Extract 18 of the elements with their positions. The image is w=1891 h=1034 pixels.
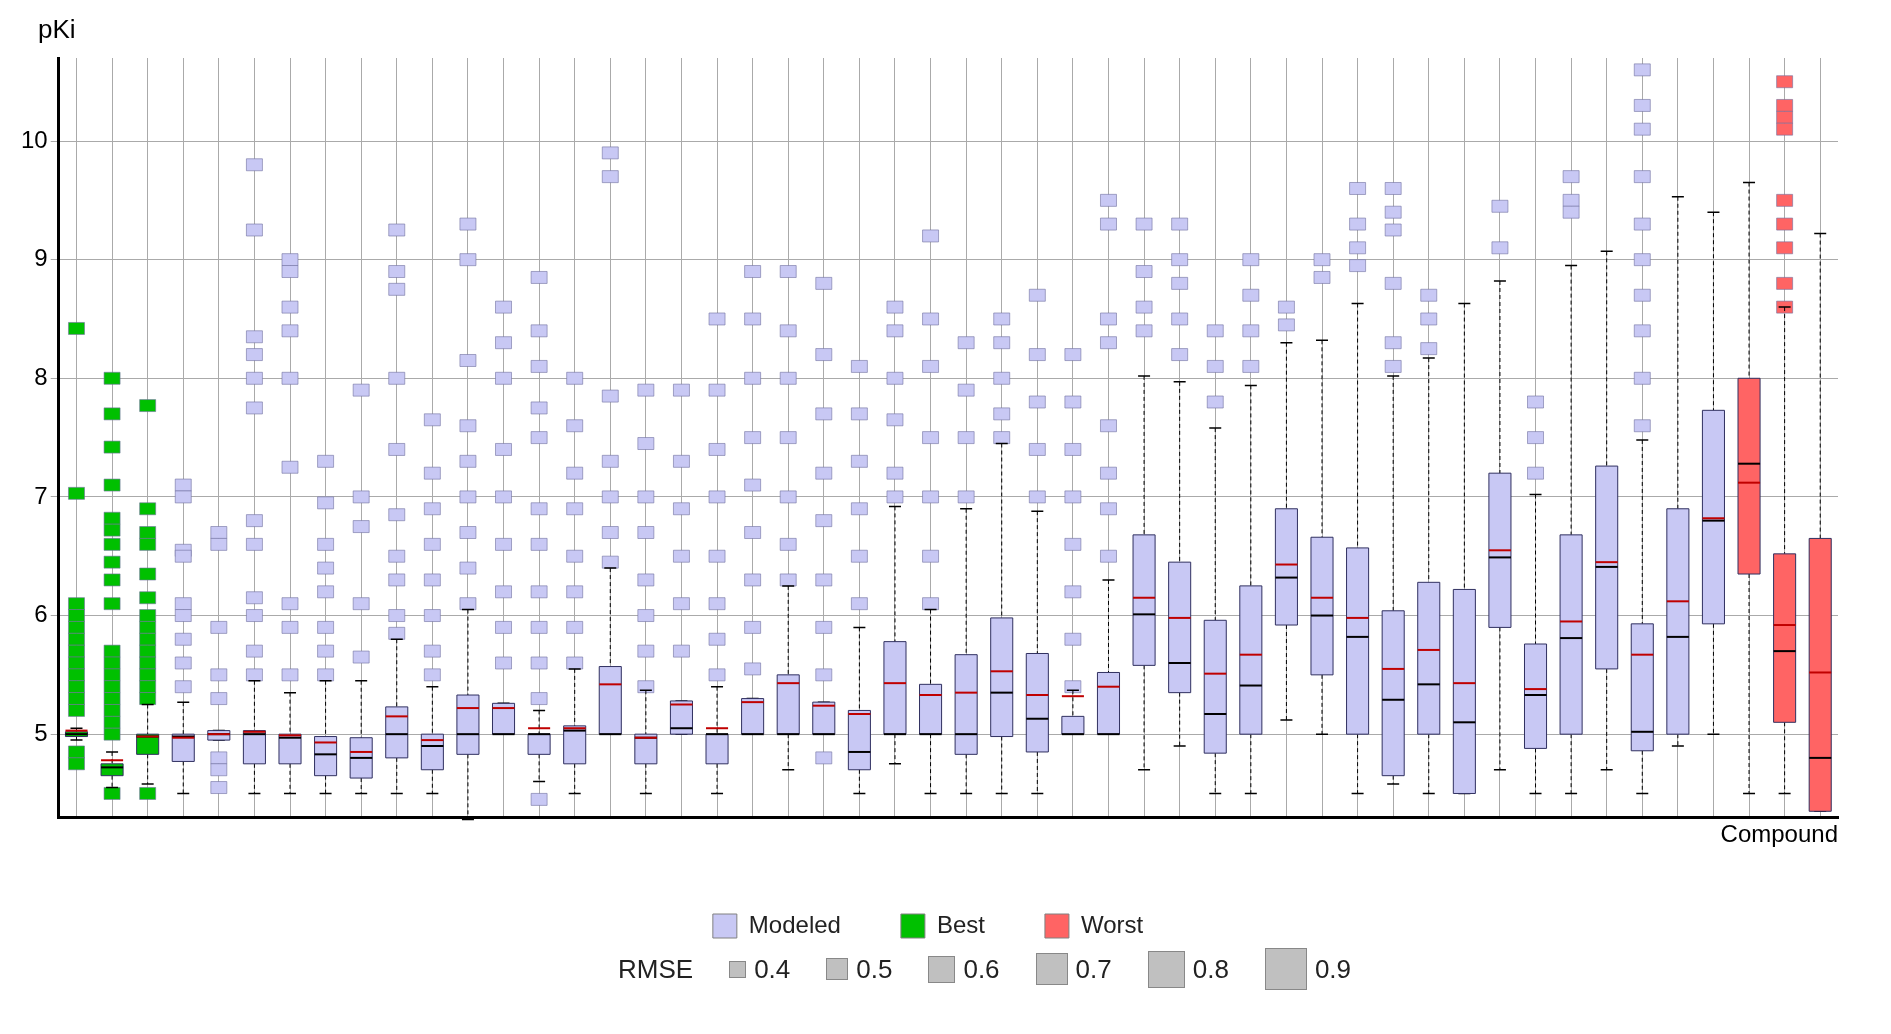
text: 0.4 [754, 953, 791, 985]
y-tick-label: 7 [34, 481, 48, 509]
text: 0.5 [856, 953, 893, 985]
text: 0.6 [963, 953, 1000, 985]
y-tick-label: 6 [34, 600, 48, 628]
text: 0.9 [1314, 953, 1352, 985]
legend-label: Worst [1080, 910, 1144, 938]
y-axis-title: pKi [38, 14, 76, 45]
y-tick-label: 8 [34, 362, 48, 390]
x-axis-title: Compound [1720, 820, 1838, 848]
text: RMSE [618, 953, 694, 985]
text: 0.8 [1192, 953, 1229, 985]
y-tick-label: 10 [20, 125, 48, 153]
text: 0.7 [1075, 953, 1112, 985]
legend-label: Best [936, 910, 986, 938]
y-tick-label: 5 [34, 718, 48, 746]
y-tick-label: 9 [34, 244, 48, 272]
legend-label: Modeled [748, 910, 841, 938]
